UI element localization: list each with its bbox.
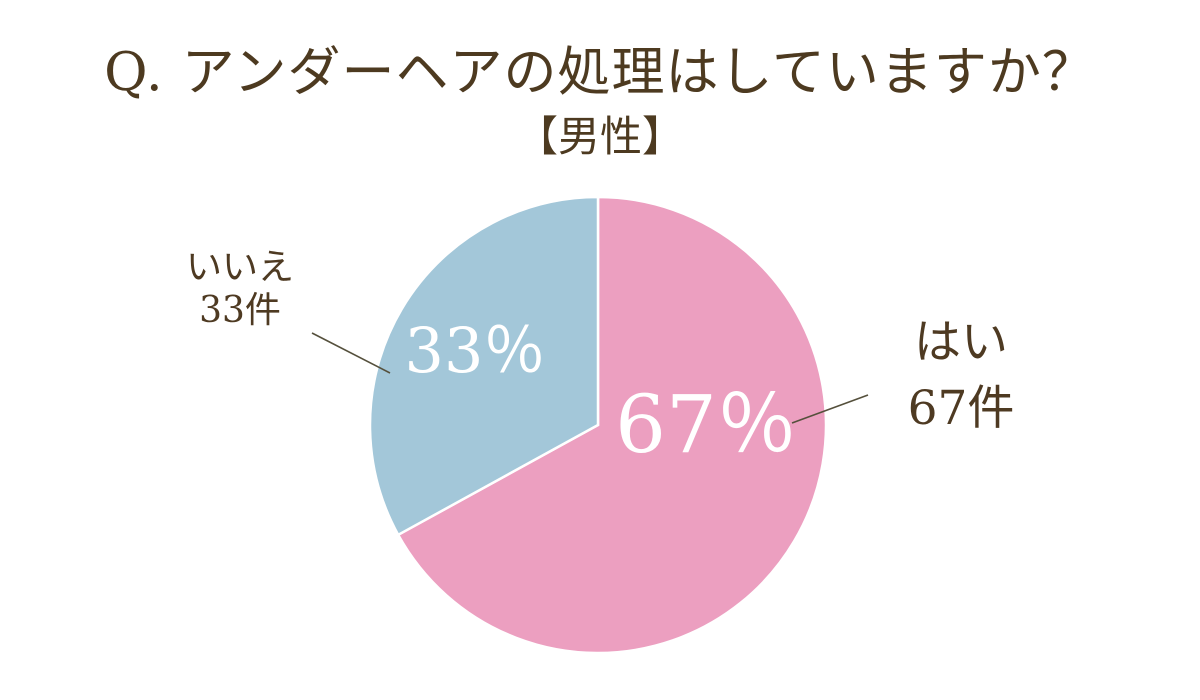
callout-no: いいえ 33件	[145, 246, 335, 332]
callout-yes-count: 67件	[907, 380, 1015, 436]
leader-line-yes	[791, 394, 869, 424]
callout-no-label: いいえ	[185, 247, 294, 288]
callout-yes-label: はい	[914, 315, 1008, 370]
callout-no-count: 33件	[199, 290, 281, 332]
leader-line-no	[311, 332, 391, 374]
page-title: Q. アンダーヘアの処理はしていますか？	[104, 42, 1096, 103]
pie-slice-yes	[396, 195, 828, 655]
page-subtitle: 【男性】	[515, 112, 684, 161]
percent-label-no: 33％	[405, 314, 546, 387]
pie-slice-no	[368, 195, 600, 537]
percent-label-yes: 67％	[615, 378, 797, 471]
callout-yes: はい 67件	[866, 310, 1056, 442]
